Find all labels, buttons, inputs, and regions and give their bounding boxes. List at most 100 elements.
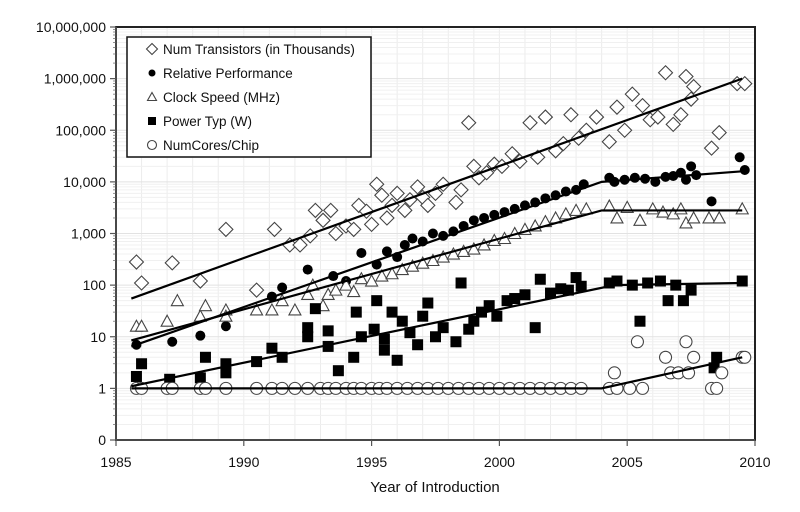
data-point [436, 249, 451, 263]
data-point [128, 254, 145, 270]
data-point [277, 282, 288, 293]
data-point [630, 335, 644, 349]
data-point [468, 315, 480, 327]
data-point [616, 122, 633, 139]
data-point [460, 114, 477, 131]
data-point [575, 280, 587, 292]
legend-label: Relative Performance [163, 66, 293, 81]
data-point [446, 246, 461, 260]
data-point [658, 350, 673, 364]
x-tick-label: 2000 [484, 454, 515, 470]
legend-box [126, 36, 372, 158]
data-point [588, 109, 605, 125]
data-point [249, 302, 264, 316]
data-point [170, 293, 185, 307]
data-point [570, 272, 582, 284]
data-point [656, 204, 670, 218]
data-point [364, 273, 379, 287]
data-point [665, 116, 681, 133]
data-point [609, 99, 625, 115]
data-point [300, 287, 315, 300]
data-point [710, 381, 724, 395]
data-point [309, 303, 321, 315]
data-point [680, 174, 691, 185]
data-point [654, 275, 666, 287]
data-point [569, 203, 584, 216]
data-point [412, 339, 424, 351]
data-point [706, 196, 717, 207]
data-point [634, 315, 646, 327]
data-point [195, 330, 206, 341]
y-tick-label: 1,000 [71, 226, 106, 242]
data-point [450, 336, 462, 348]
data-point [677, 295, 689, 307]
data-point [537, 109, 554, 125]
data-point [635, 381, 650, 395]
data-point [685, 284, 697, 296]
data-point [378, 333, 390, 345]
data-point [322, 325, 334, 337]
data-point [345, 221, 362, 238]
data-point [478, 165, 495, 181]
data-point [509, 293, 521, 305]
data-point [302, 331, 314, 343]
trend-line [130, 170, 743, 348]
x-tick-label: 2010 [739, 454, 770, 470]
legend-label: Clock Speed (MHz) [163, 90, 280, 105]
legend-label: Power Typ (W) [163, 114, 252, 129]
data-point [199, 351, 211, 363]
data-point [703, 140, 720, 156]
data-point [378, 344, 390, 356]
data-point [397, 202, 413, 219]
legend-marker-triangle-open [146, 91, 158, 102]
data-point [711, 351, 723, 363]
x-tick-label: 1995 [356, 454, 387, 470]
x-tick-label: 1985 [100, 454, 131, 470]
data-point [198, 298, 213, 312]
data-point [287, 302, 302, 316]
data-point [160, 314, 175, 327]
data-point [673, 106, 689, 123]
data-point [292, 237, 308, 253]
data-point [650, 176, 661, 187]
data-point [368, 176, 385, 193]
data-point [194, 372, 206, 384]
data-point [266, 342, 278, 354]
data-point [519, 289, 531, 301]
data-point [399, 239, 410, 250]
data-point [678, 68, 694, 85]
data-point [371, 295, 383, 307]
data-point [466, 158, 482, 175]
data-point [266, 221, 283, 238]
y-axis: 0 1 10 100 1,000 10,000 100,000 1,000,000 10,000… [36, 19, 117, 448]
data-point [307, 202, 324, 219]
data-point [348, 351, 360, 363]
data-point [276, 351, 288, 363]
data-point [468, 215, 479, 226]
data-point [389, 185, 405, 202]
data-point [350, 306, 362, 318]
data-point [374, 187, 390, 204]
data-point [426, 253, 440, 267]
data-point [134, 319, 149, 332]
legend-item: NumCores/Chip [146, 138, 259, 153]
legend-label: NumCores/Chip [163, 138, 259, 153]
data-point [603, 277, 615, 289]
data-point [611, 275, 623, 287]
data-point [358, 203, 375, 220]
data-point [395, 262, 410, 276]
data-point [136, 358, 148, 370]
data-point [133, 275, 150, 291]
data-point [315, 212, 331, 229]
data-point [489, 209, 500, 220]
y-tick-label: 10,000 [63, 174, 106, 190]
data-point [192, 273, 209, 289]
data-point [453, 182, 469, 198]
data-point [555, 283, 567, 295]
data-point [629, 172, 640, 183]
data-point [251, 356, 263, 368]
data-point [491, 310, 503, 322]
data-point [218, 221, 234, 238]
data-point [322, 202, 339, 219]
data-point [686, 161, 697, 172]
